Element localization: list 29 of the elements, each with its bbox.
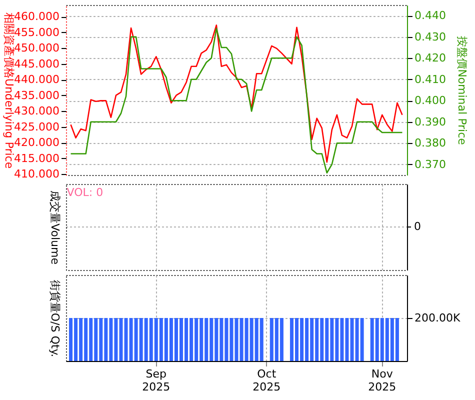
y-tick-label: 200.00K (414, 312, 461, 324)
y-tick-label: 415.000 (14, 152, 60, 165)
y2-tick-label: 0.440 (414, 9, 446, 22)
x-tick-label: Oct 2025 (252, 368, 281, 394)
y2-tick-label: 0.410 (414, 72, 446, 86)
y-tick-label: 425.000 (14, 120, 60, 134)
y-tick-label: 450.000 (14, 42, 60, 55)
text: 0 (414, 220, 421, 233)
y2-tick-label: 0.400 (414, 94, 446, 108)
y-tick-label: 435.000 (14, 88, 60, 102)
y-tick-label: 455.000 (14, 26, 60, 39)
text: VOL: 0 (66, 186, 104, 199)
y2-tick-label: 0.420 (414, 52, 446, 65)
x-tick-label: Nov 2025 (368, 368, 396, 394)
x-tick-label: Sep 2025 (142, 368, 170, 394)
y-tick-label: 460.000 (14, 10, 60, 24)
text: 成交量Volume (48, 190, 62, 265)
y2-tick-label: 0.390 (414, 115, 446, 128)
y2-tick-label: 0.370 (414, 158, 446, 171)
y-tick-label: 420.000 (14, 136, 60, 150)
y2-tick-label: 0.430 (414, 30, 446, 44)
y-tick-label: 410.000 (14, 168, 60, 181)
y2-axis-title: 按盤價Nominal Price (456, 36, 468, 146)
y-axis-title: 街貨量O/S Qty. (48, 280, 62, 358)
y-axis-title: 相關資產價格Underlying Price (2, 12, 16, 169)
y-tick-label: 445.000 (14, 57, 60, 70)
y-tick-label: 440.000 (14, 73, 60, 86)
y2-tick-label: 0.380 (414, 136, 446, 150)
y-tick-label: 430.000 (14, 104, 60, 118)
